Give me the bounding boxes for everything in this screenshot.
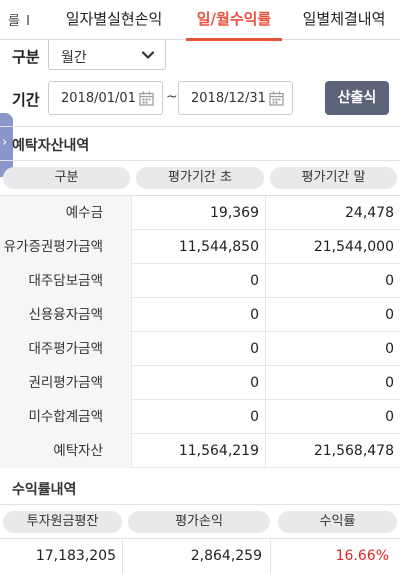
column-header-period-end: 평가기간 말: [270, 167, 397, 189]
section-divider: [0, 160, 400, 161]
from-date-value: 2018/01/01: [61, 91, 136, 106]
tab-daily-executions[interactable]: 일별체결내역: [302, 10, 386, 28]
table-row: 예탁자산 11,564,219 21,568,478: [0, 434, 400, 468]
column-header-period-start: 평가기간 초: [136, 167, 264, 189]
row-label: 대주담보금액: [0, 264, 132, 298]
column-header-category: 구분: [3, 167, 130, 189]
column-header-rate: 수익률: [278, 511, 397, 533]
row-start-value: 0: [132, 332, 266, 366]
row-label: 예수금: [0, 196, 132, 230]
row-label: 유가증권평가금액: [0, 230, 132, 264]
chevron-right-icon: ›: [2, 135, 8, 150]
period-type-value: 월간: [61, 50, 87, 66]
deposit-section-title: 예탁자산내역: [12, 138, 90, 154]
row-label: 예탁자산: [0, 434, 132, 468]
return-section-title: 수익률내역: [12, 482, 77, 498]
row-end-value: 21,544,000: [313, 239, 394, 255]
date-range-separator: ~: [166, 89, 178, 105]
profit-value: 2,864,259: [190, 548, 262, 564]
row-end-value: 24,478: [345, 205, 394, 221]
row-label: 미수합계금액: [0, 400, 132, 434]
to-date-value: 2018/12/31: [191, 91, 266, 106]
return-rate-value: 16.66%: [335, 548, 389, 564]
row-start-value: 19,369: [132, 196, 266, 230]
calendar-icon[interactable]: [269, 91, 284, 106]
column-header-profit: 평가손익: [128, 511, 270, 533]
from-date-field[interactable]: 2018/01/01: [48, 81, 163, 115]
period-type-select[interactable]: 월간: [48, 40, 166, 70]
table-divider: [0, 538, 400, 539]
table-row: 예수금 19,369 24,478: [0, 196, 400, 230]
row-start-value: 0: [132, 366, 266, 400]
principal-value: 17,183,205: [35, 548, 116, 564]
calendar-icon[interactable]: [139, 91, 154, 106]
section-divider: [0, 126, 400, 127]
row-end-value: 0: [385, 409, 394, 425]
table-row: 유가증권평가금액 11,544,850 21,544,000: [0, 230, 400, 264]
row-start-value: 11,544,850: [132, 230, 266, 264]
section-divider: [0, 504, 400, 505]
side-drawer-handle[interactable]: ›: [0, 113, 13, 177]
column-separator: [122, 540, 123, 573]
period-label: 기간: [12, 91, 40, 109]
row-start-value: 11,564,219: [132, 434, 266, 468]
chevron-down-icon: [141, 51, 155, 59]
table-row: 대주평가금액 0 0: [0, 332, 400, 366]
tab-daily-realized-pnl[interactable]: 일자별실현손익: [65, 10, 163, 28]
row-label: 대주평가금액: [0, 332, 132, 366]
column-separator: [270, 540, 271, 573]
tab-daily-monthly-return[interactable]: 일/월수익률: [186, 0, 282, 41]
table-row: 미수합계금액 0 0: [0, 400, 400, 434]
row-label: 권리평가금액: [0, 366, 132, 400]
row-end-value: 0: [385, 341, 394, 357]
tab-fragment[interactable]: 를 I: [8, 14, 31, 29]
table-row: 대주담보금액 0 0: [0, 264, 400, 298]
row-end-value: 0: [385, 375, 394, 391]
to-date-field[interactable]: 2018/12/31: [178, 81, 293, 115]
row-label: 신용융자금액: [0, 298, 132, 332]
row-start-value: 0: [132, 298, 266, 332]
row-start-value: 0: [132, 400, 266, 434]
table-row: 신용융자금액 0 0: [0, 298, 400, 332]
row-end-value: 21,568,478: [313, 443, 394, 459]
column-header-principal: 투자원금평잔: [3, 511, 122, 533]
row-start-value: 0: [132, 264, 266, 298]
table-divider: [0, 195, 400, 196]
top-tab-bar: 를 I 일자별실현손익 일/월수익률 일별체결내역: [0, 0, 400, 41]
row-end-value: 0: [385, 307, 394, 323]
row-end-value: 0: [385, 273, 394, 289]
kind-label: 구분: [12, 48, 40, 66]
formula-button[interactable]: 산출식: [325, 81, 389, 115]
table-row: 권리평가금액 0 0: [0, 366, 400, 400]
